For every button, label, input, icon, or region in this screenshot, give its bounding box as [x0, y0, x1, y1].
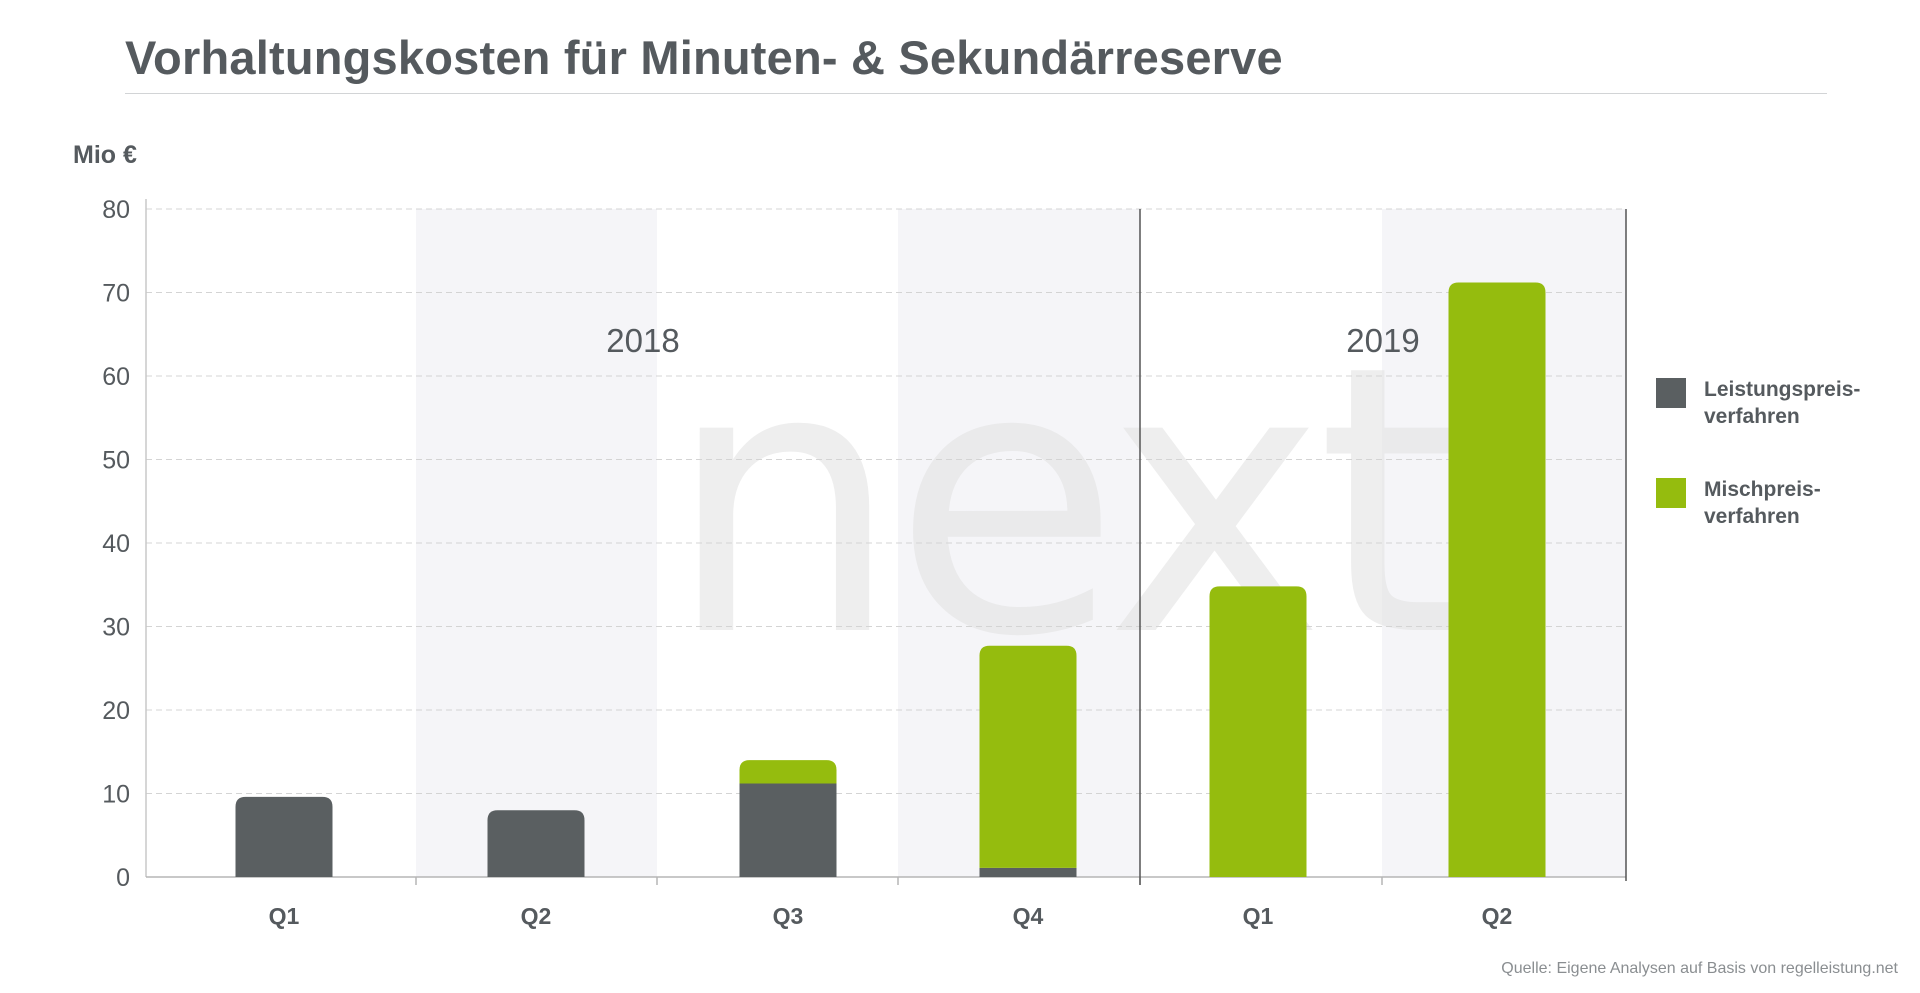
bar-mischpreis — [739, 760, 837, 784]
chart-title: Vorhaltungskosten für Minuten- & Sekundä… — [125, 31, 1283, 84]
title-divider — [125, 93, 1827, 94]
y-tick-label: 30 — [102, 614, 130, 642]
bar-leistungspreis — [739, 783, 837, 877]
y-tick-label: 20 — [102, 697, 130, 725]
legend-label: Mischpreis- — [1704, 478, 1821, 501]
y-tick-label: 50 — [102, 447, 130, 475]
x-tick-label: Q1 — [1243, 903, 1274, 929]
bar-leistungspreis — [487, 810, 585, 877]
legend-label: verfahren — [1704, 405, 1800, 428]
bar-mischpreis — [1209, 586, 1307, 877]
x-tick-label: Q1 — [269, 903, 300, 929]
bar-mischpreis — [1448, 282, 1546, 878]
legend-swatch — [1656, 478, 1686, 508]
x-tick-label: Q3 — [773, 903, 804, 929]
y-tick-label: 10 — [102, 781, 130, 809]
legend-label: Leistungspreis- — [1704, 378, 1860, 401]
x-tick-label: Q2 — [1482, 903, 1513, 929]
y-tick-label: 80 — [102, 196, 130, 224]
legend-swatch — [1656, 378, 1686, 408]
y-tick-label: 70 — [102, 280, 130, 308]
bar-leistungspreis — [979, 867, 1077, 877]
bar-mischpreis — [979, 645, 1077, 868]
x-tick-label: Q2 — [521, 903, 552, 929]
x-tick-label: Q4 — [1013, 903, 1044, 929]
legend-label: verfahren — [1704, 505, 1800, 528]
year-group-label: 2018 — [606, 322, 679, 359]
y-axis-label: Mio € — [73, 141, 137, 169]
source-note: Quelle: Eigene Analysen auf Basis von re… — [1501, 960, 1898, 977]
y-tick-label: 60 — [102, 363, 130, 391]
bar-leistungspreis — [235, 796, 333, 877]
y-tick-label: 0 — [116, 864, 130, 892]
year-group-label: 2019 — [1346, 322, 1419, 359]
y-tick-label: 40 — [102, 530, 130, 558]
